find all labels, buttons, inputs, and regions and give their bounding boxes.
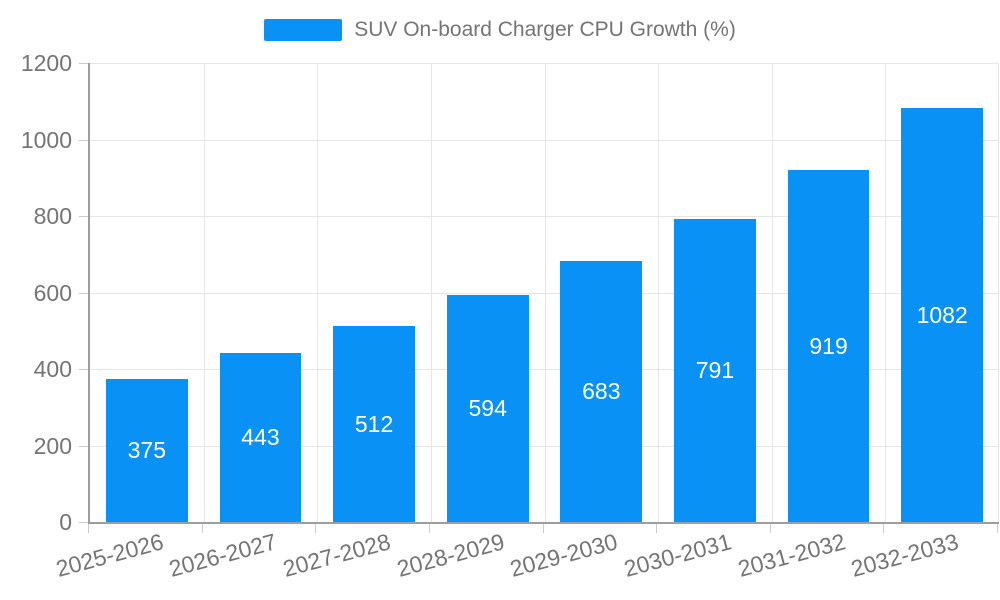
legend-item[interactable]: SUV On-board Charger CPU Growth (%) (0, 18, 1000, 42)
x-axis-tick-label: 2025-2026 (52, 528, 166, 582)
bar[interactable]: 443 (219, 352, 302, 522)
bar[interactable]: 919 (787, 170, 870, 522)
bar-value-label: 443 (241, 423, 280, 450)
x-axis-tick (542, 524, 544, 533)
y-axis-tick-label: 1000 (20, 126, 72, 153)
bar[interactable]: 683 (560, 260, 643, 522)
y-axis-tick (79, 139, 88, 141)
x-axis-tick (88, 524, 89, 533)
gridline-vertical (658, 63, 660, 522)
x-axis-tick (997, 524, 998, 533)
y-axis-tick-label: 1200 (20, 50, 72, 76)
bar[interactable]: 791 (674, 219, 756, 522)
y-axis-tick-label: 400 (33, 356, 72, 382)
x-axis-tick-label: 2026-2027 (166, 528, 280, 582)
gridline-vertical (317, 63, 319, 522)
y-axis-tick-label: 800 (33, 203, 72, 229)
gridline-vertical (430, 63, 432, 522)
bar-value-label: 512 (354, 410, 394, 437)
gridline-vertical (203, 63, 205, 522)
y-axis-tick (79, 63, 88, 64)
legend-swatch (264, 19, 343, 41)
y-axis-tick (79, 369, 88, 370)
x-axis-tick (656, 524, 658, 533)
legend-label: SUV On-board Charger CPU Growth (%) (354, 18, 736, 41)
x-axis-tick (769, 524, 771, 533)
x-axis-tick (315, 524, 317, 533)
bar-value-label: 375 (127, 436, 166, 463)
x-axis-tick (883, 524, 885, 533)
bar-value-label: 683 (582, 377, 621, 404)
x-axis-tick-label: 2028-2029 (393, 528, 507, 582)
bar[interactable]: 375 (105, 378, 188, 522)
y-axis-tick (79, 216, 88, 217)
x-axis-tick (201, 524, 203, 533)
bar-value-label: 594 (468, 394, 507, 421)
y-axis-tick-label: 200 (33, 432, 72, 459)
x-axis-tick (428, 524, 430, 533)
plot-area: 375 443 512 594 683 791 919 1082 (88, 63, 999, 524)
x-axis-tick-label: 2029-2030 (507, 528, 621, 582)
bar-value-label: 919 (809, 332, 848, 359)
gridline-vertical (544, 63, 546, 522)
x-axis-tick-label: 2031-2032 (734, 528, 848, 582)
gridline-vertical (771, 63, 773, 522)
bar[interactable]: 512 (333, 326, 415, 522)
y-axis-tick-label: 0 (59, 509, 72, 535)
x-axis-tick-label: 2032-2033 (848, 528, 962, 582)
y-axis-tick (79, 445, 88, 447)
bar-value-label: 1082 (916, 301, 968, 328)
y-axis-tick-label: 600 (33, 279, 72, 306)
bar[interactable]: 594 (446, 294, 529, 522)
y-axis-tick (79, 522, 88, 523)
bar-value-label: 791 (695, 357, 735, 384)
gridline-vertical (885, 63, 887, 522)
bar[interactable]: 1082 (901, 108, 984, 522)
x-axis-tick-label: 2030-2031 (621, 528, 735, 582)
y-axis-tick (79, 292, 88, 294)
gridline-vertical (998, 63, 999, 522)
x-axis-tick-label: 2027-2028 (280, 528, 394, 582)
